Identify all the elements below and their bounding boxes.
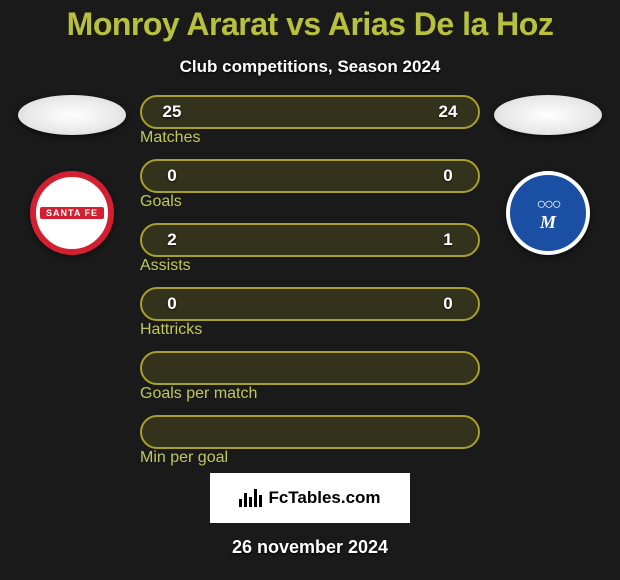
- stat-row: 00Goals: [140, 159, 480, 211]
- stat-label: Goals: [140, 193, 182, 210]
- date-label: 26 november 2024: [232, 537, 388, 558]
- bar-chart-icon: [239, 489, 262, 507]
- stat-left-value: 0: [160, 294, 184, 314]
- stat-row: Goals per match: [140, 351, 480, 403]
- stat-label: Matches: [140, 129, 200, 146]
- stat-label: Assists: [140, 257, 191, 274]
- club-left-label: SANTA FE: [40, 207, 104, 219]
- player-left-column: SANTA FE: [12, 95, 132, 255]
- stat-left-value: 2: [160, 230, 184, 250]
- rings-icon: ○○○: [537, 197, 560, 213]
- branding-text: FcTables.com: [268, 488, 380, 508]
- branding-link[interactable]: FcTables.com: [210, 473, 410, 523]
- stat-right-value: 24: [436, 102, 460, 122]
- stat-left-value: 25: [160, 102, 184, 122]
- stat-row: 25 24 Matches: [140, 95, 480, 147]
- page-title: Monroy Ararat vs Arias De la Hoz: [57, 6, 564, 43]
- stat-row-inner: 00: [140, 159, 480, 193]
- stat-left-value: 0: [160, 166, 184, 186]
- stat-row-inner: 25 24: [140, 95, 480, 129]
- stat-row-inner: [140, 415, 480, 449]
- subtitle: Club competitions, Season 2024: [180, 57, 441, 77]
- club-right-label: M: [540, 215, 556, 229]
- stats-column: 2524Matches00Goals21Assists00HattricksGo…: [140, 95, 480, 467]
- stat-row-inner: 00: [140, 287, 480, 321]
- stat-right-value: 0: [436, 166, 460, 186]
- main-row: SANTA FE 2524Matches00Goals21Assists00Ha…: [0, 95, 620, 467]
- stat-right-value: 0: [436, 294, 460, 314]
- player-right-photo: [494, 95, 602, 135]
- player-left-photo: [18, 95, 126, 135]
- club-badge-right: ○○○ M: [506, 171, 590, 255]
- stat-row: Min per goal: [140, 415, 480, 467]
- player-right-column: ○○○ M: [488, 95, 608, 255]
- stat-row: 21Assists: [140, 223, 480, 275]
- stat-label: Hattricks: [140, 321, 202, 338]
- stat-row-inner: 21: [140, 223, 480, 257]
- stat-label: Goals per match: [140, 385, 257, 402]
- stat-right-value: 1: [436, 230, 460, 250]
- stat-label: Min per goal: [140, 449, 228, 466]
- comparison-card: Monroy Ararat vs Arias De la Hoz Club co…: [0, 0, 620, 580]
- club-badge-left: SANTA FE: [30, 171, 114, 255]
- stat-row-inner: [140, 351, 480, 385]
- stat-row: 00Hattricks: [140, 287, 480, 339]
